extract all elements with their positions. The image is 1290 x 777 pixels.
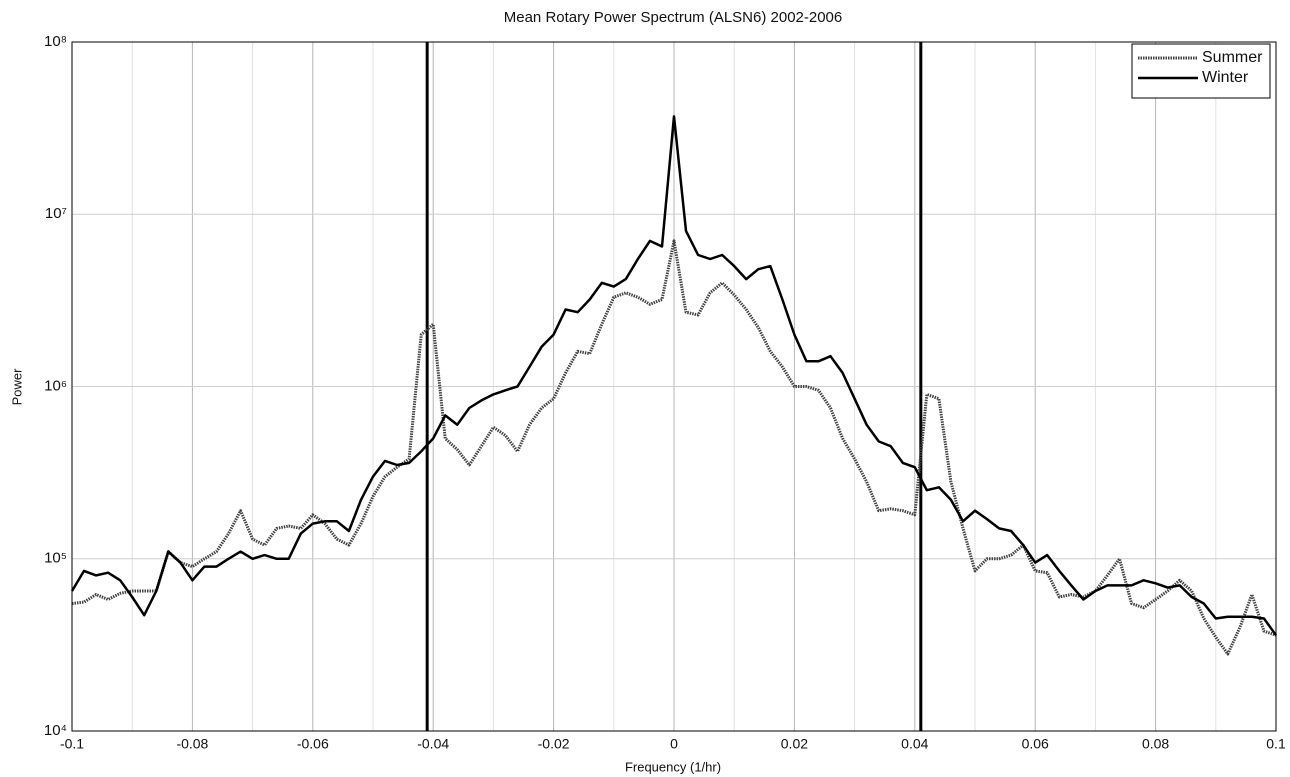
x-tick-label: 0.1 [1266, 736, 1286, 752]
line-series [71, 239, 1277, 656]
y-tick-label: 10⁶ [44, 377, 67, 394]
chart-title: Mean Rotary Power Spectrum (ALSN6) 2002-… [504, 9, 843, 26]
line-series [70, 115, 1278, 636]
legend-label: Winter [1202, 69, 1249, 86]
x-tick-label: 0.08 [1142, 736, 1169, 752]
x-axis-label: Frequency (1/hr) [625, 759, 721, 774]
y-tick-label: 10⁴ [44, 722, 67, 739]
y-axis-label: Power [9, 368, 24, 406]
x-tick-label: -0.08 [176, 736, 208, 752]
x-tick-label: -0.06 [297, 736, 329, 752]
y-tick-label: 10⁷ [45, 205, 67, 222]
x-tick-label: 0.06 [1022, 736, 1049, 752]
plot-frame [71, 41, 1277, 732]
x-tick-label: 0.04 [901, 736, 928, 752]
y-tick-label: 10⁸ [44, 33, 67, 50]
legend-box [1131, 43, 1271, 99]
x-tick-label: 0 [670, 736, 678, 752]
x-tick-label: -0.02 [538, 736, 570, 752]
legend-label: Summer [1202, 49, 1263, 66]
y-tick-label: 10⁵ [44, 550, 67, 567]
x-tick-label: -0.1 [60, 736, 84, 752]
x-tick-label: -0.04 [417, 736, 449, 752]
x-tick-label: 0.02 [781, 736, 808, 752]
